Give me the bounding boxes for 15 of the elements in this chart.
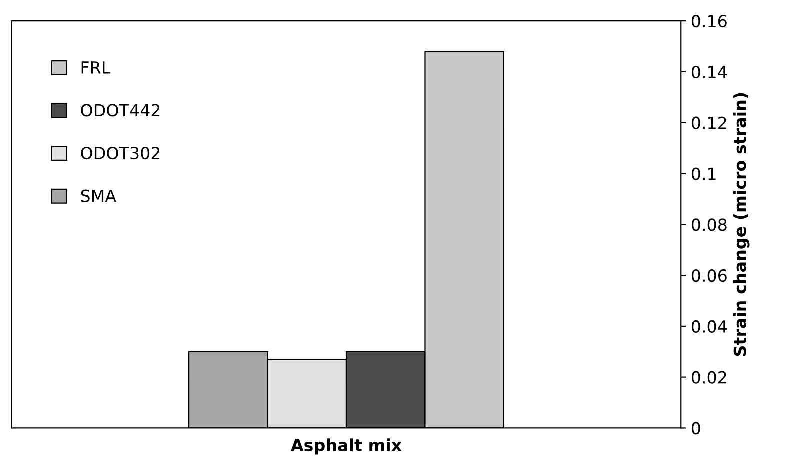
legend-label: SMA [81, 190, 116, 202]
legend-label: ODOT442 [81, 104, 160, 117]
y-tick-label: 0.06 [692, 269, 727, 282]
y-tick-label: 0.02 [692, 371, 726, 384]
y-tick-label: 0 [692, 422, 700, 435]
y-tick-label: 0.1 [692, 168, 716, 180]
y-tick-label: 0.08 [692, 218, 727, 232]
y-axis-title: Strain change (micro strain) [734, 93, 750, 356]
y-tick-label: 0.12 [692, 116, 726, 130]
x-axis-title: Asphalt mix [290, 438, 402, 455]
legend-label: FRL [82, 62, 111, 74]
y-tick-label: 0.16 [692, 15, 727, 28]
y-tick-label: 0.14 [692, 66, 728, 79]
y-tick-label: 0.04 [692, 320, 728, 333]
legend-label: ODOT302 [81, 146, 160, 160]
